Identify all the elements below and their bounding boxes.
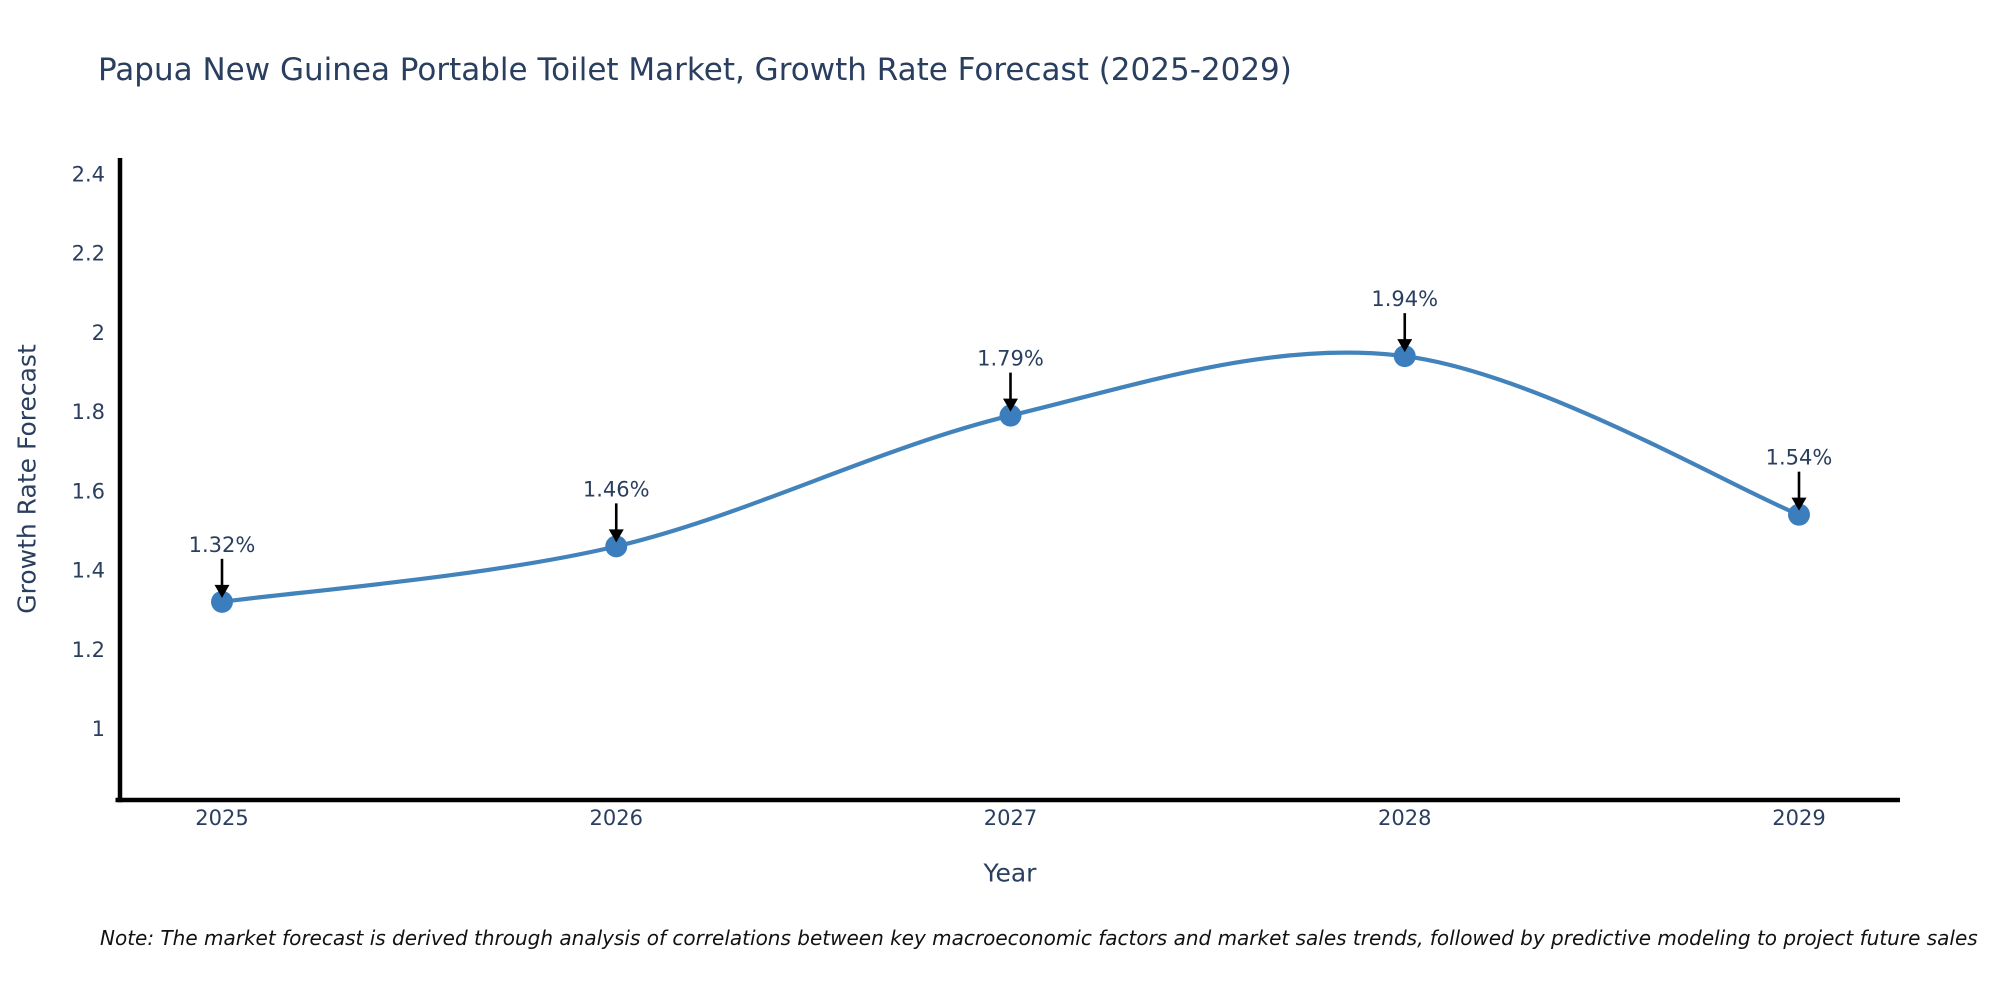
data-point-2029 bbox=[1788, 503, 1810, 526]
annotation-label: 1.46% bbox=[583, 477, 650, 501]
y-tick-label: 2.4 bbox=[72, 162, 105, 186]
annotation-arrowhead bbox=[608, 529, 624, 543]
x-tick-label: 2027 bbox=[984, 806, 1037, 830]
data-point-2028 bbox=[1393, 345, 1416, 368]
data-point-2026 bbox=[605, 535, 628, 558]
data-point-2027 bbox=[999, 404, 1022, 427]
y-tick-label: 1.2 bbox=[72, 638, 105, 662]
chart-title: Papua New Guinea Portable Toilet Market,… bbox=[98, 52, 1292, 88]
annotation-arrowhead bbox=[1003, 398, 1018, 412]
x-tick-label: 2028 bbox=[1378, 806, 1431, 830]
x-tick-label: 2029 bbox=[1772, 806, 1825, 830]
y-tick-label: 1 bbox=[92, 717, 105, 741]
annotation-label: 1.54% bbox=[1766, 446, 1833, 470]
annotation-label: 1.79% bbox=[977, 347, 1044, 371]
x-tick-label: 2025 bbox=[195, 806, 248, 830]
annotation-arrowhead bbox=[1791, 497, 1807, 511]
y-tick-label: 2 bbox=[92, 321, 105, 345]
y-tick-label: 1.4 bbox=[72, 559, 105, 583]
annotation-label: 1.32% bbox=[189, 533, 256, 557]
annotation-arrowhead bbox=[214, 584, 230, 598]
footnote: Note: The market forecast is derived thr… bbox=[100, 926, 1978, 950]
y-tick-label: 2.2 bbox=[72, 242, 105, 266]
annotation-arrowhead bbox=[1397, 339, 1413, 353]
annotation-label: 1.94% bbox=[1371, 287, 1438, 311]
y-tick-label: 1.6 bbox=[72, 479, 105, 503]
data-point-2025 bbox=[211, 590, 233, 613]
y-tick-label: 1.8 bbox=[72, 400, 105, 424]
y-axis-title: Growth Rate Forecast bbox=[12, 344, 42, 614]
x-tick-label: 2026 bbox=[590, 806, 643, 830]
x-axis-title: Year bbox=[983, 858, 1037, 888]
